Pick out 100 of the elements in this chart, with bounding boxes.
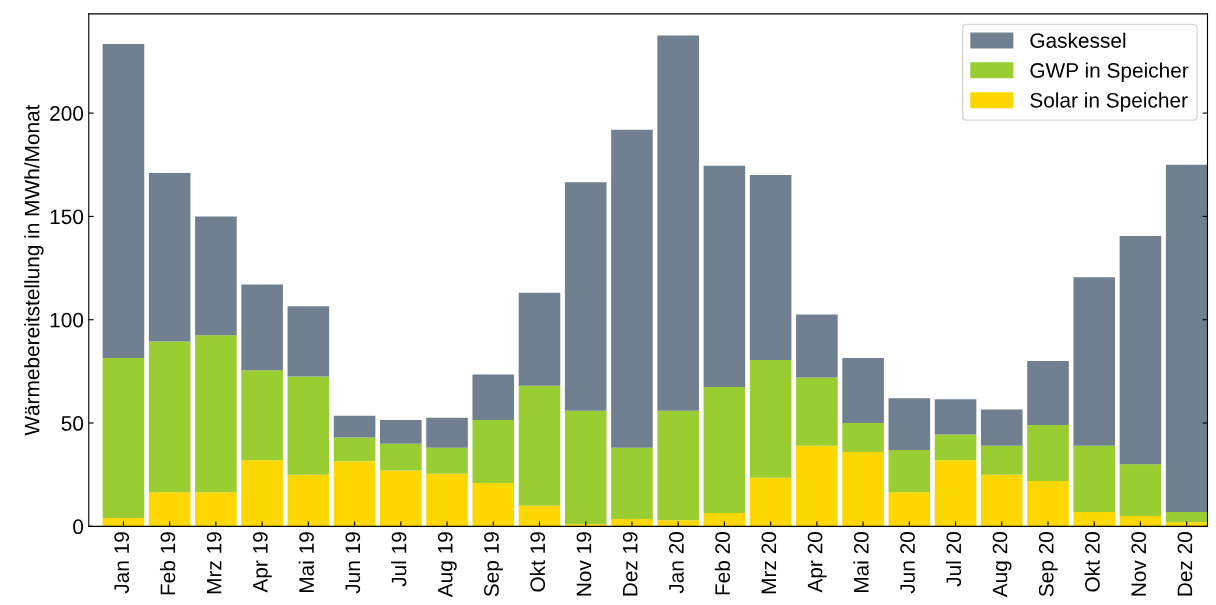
bar — [703, 165, 746, 387]
bar — [426, 473, 468, 527]
x-tick-label: Okt 20 — [1084, 532, 1100, 592]
bar — [749, 477, 792, 527]
bar — [287, 376, 330, 475]
x-tick-label: Dez 19 — [622, 532, 638, 596]
bar — [888, 492, 931, 527]
bar — [1073, 445, 1116, 512]
bar — [1165, 522, 1208, 527]
bar — [380, 443, 422, 471]
bar — [195, 492, 237, 527]
bar — [934, 434, 977, 461]
y-tick-label: 200 — [50, 106, 84, 121]
bar — [1027, 480, 1069, 527]
bar — [287, 306, 330, 377]
x-tick-label: Jun 20 — [900, 532, 915, 594]
bar — [1119, 516, 1162, 527]
x-tick-label: Jul 19 — [391, 532, 407, 587]
y-tick-label: 100 — [50, 312, 84, 328]
y-axis-title: Wärmebereitstellung in MWh/Monat — [24, 104, 44, 436]
x-tick-label: Mai 19 — [298, 532, 314, 593]
x-tick-label: Mrz 19 — [206, 532, 222, 594]
y-tick-label: 50 — [61, 416, 84, 431]
bar — [703, 386, 746, 513]
x-tick-label: Sep 20 — [1038, 532, 1058, 597]
bar — [1073, 511, 1116, 527]
x-tick-label: Nov 20 — [1131, 532, 1147, 596]
bar — [195, 335, 237, 493]
bar — [611, 447, 653, 520]
legend-label: Gaskessel — [1030, 32, 1126, 48]
bar — [241, 284, 283, 371]
bar — [980, 409, 1023, 446]
x-tick-label: Apr 20 — [807, 532, 827, 593]
bar — [287, 474, 330, 527]
bar — [796, 377, 838, 446]
bar — [148, 173, 191, 342]
x-tick-label: Feb 19 — [159, 532, 176, 595]
bar — [842, 357, 884, 424]
bar — [102, 43, 145, 358]
bar — [888, 449, 931, 493]
bar — [657, 520, 699, 527]
bar — [148, 341, 191, 493]
bar — [102, 518, 145, 527]
bar — [1165, 511, 1208, 523]
bar — [426, 447, 468, 474]
bar — [195, 216, 237, 336]
x-tick-label: Aug 19 — [437, 532, 457, 598]
bar — [749, 360, 792, 478]
x-tick-label: Jul 20 — [945, 532, 962, 587]
x-tick-label: Feb 20 — [714, 532, 730, 595]
x-tick-label: Jan 20 — [669, 532, 684, 594]
bar — [333, 415, 376, 438]
bar — [657, 35, 699, 411]
bar — [1165, 164, 1208, 512]
bar — [796, 445, 838, 527]
bar — [472, 482, 515, 527]
bar — [472, 419, 515, 483]
x-tick-label: Jan 19 — [114, 532, 130, 594]
x-tick-label: Aug 20 — [992, 532, 1012, 598]
bar — [657, 410, 699, 521]
bar — [1119, 236, 1162, 465]
bar — [1027, 361, 1069, 426]
bar — [934, 460, 977, 527]
bar — [102, 357, 145, 519]
bar — [980, 474, 1023, 527]
bar — [980, 445, 1023, 475]
legend-label: Solar in Speicher — [1030, 92, 1188, 112]
bar — [241, 370, 283, 461]
bar — [380, 470, 422, 527]
bar — [934, 399, 977, 435]
y-tick-label: 0 — [73, 519, 84, 535]
x-tick-label: Dez 20 — [1177, 532, 1193, 596]
bar — [1119, 464, 1162, 517]
bar — [518, 505, 561, 527]
bar — [518, 385, 561, 506]
bar — [564, 182, 607, 411]
bar — [842, 451, 884, 527]
bar — [518, 292, 561, 386]
legend-label: GWP in Speicher — [1030, 62, 1189, 82]
bar — [148, 492, 191, 527]
bar — [703, 512, 746, 527]
bar — [749, 175, 792, 361]
x-tick-label: Sep 19 — [484, 532, 503, 597]
x-tick-label: Okt 19 — [529, 532, 546, 592]
bar — [796, 314, 838, 378]
x-tick-label: Nov 19 — [576, 532, 592, 596]
bar — [333, 437, 376, 462]
bar — [842, 423, 884, 452]
x-tick-label: Mai 20 — [853, 532, 869, 593]
bar — [564, 410, 607, 525]
bar — [241, 460, 283, 527]
x-tick-label: Jun 19 — [345, 532, 361, 594]
bar — [564, 524, 607, 527]
bar — [1073, 277, 1116, 446]
bar — [472, 374, 515, 420]
bar — [380, 419, 422, 444]
y-tick-label: 150 — [50, 209, 84, 225]
bar — [333, 461, 376, 527]
bar — [611, 129, 653, 448]
x-tick-label: Apr 19 — [252, 532, 272, 593]
